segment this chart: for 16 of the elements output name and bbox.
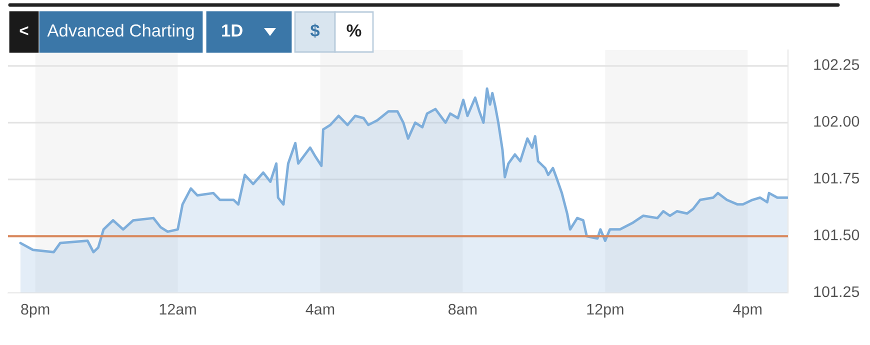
x-tick-label: 8pm <box>21 304 50 318</box>
x-tick-label: 12am <box>160 304 196 315</box>
text: < <box>20 26 28 36</box>
x-tick-label: 12pm <box>587 304 624 318</box>
x-tick-label: 8am <box>448 304 477 315</box>
x-tick-label: 4am <box>306 304 334 315</box>
text: Advanced Charting <box>47 24 194 40</box>
text: % <box>346 24 362 37</box>
y-tick-label: 101.25 <box>814 286 860 298</box>
text: 1D <box>222 24 242 36</box>
text: $ <box>310 24 320 38</box>
y-tick-label: 102.00 <box>814 116 860 127</box>
y-tick-label: 101.75 <box>814 172 860 184</box>
y-tick-label: 102.25 <box>814 59 860 70</box>
y-tick-label: 101.50 <box>814 230 860 240</box>
x-tick-label: 4pm <box>733 304 762 318</box>
